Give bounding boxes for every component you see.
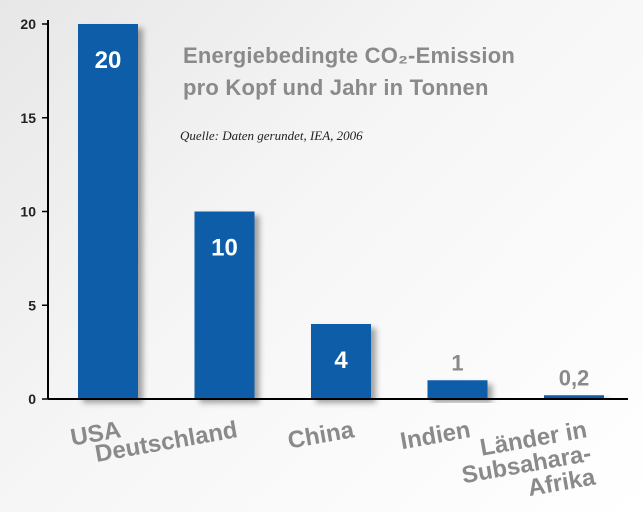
y-tick-label: 15 <box>20 110 36 126</box>
x-category-label: Länder inSubsahara-Afrika <box>456 416 598 512</box>
x-category-label: China <box>286 416 357 454</box>
bar <box>78 24 138 399</box>
y-tick-label: 20 <box>20 16 36 32</box>
bar-value-label: 10 <box>211 235 238 262</box>
x-category-label: Indien <box>398 416 472 455</box>
chart-title-line-2: pro Kopf und Jahr in Tonnen <box>183 75 489 100</box>
bar-value-label: 20 <box>95 47 122 74</box>
bar <box>194 211 255 399</box>
bar <box>427 380 488 399</box>
bar <box>544 395 604 399</box>
bar <box>311 324 371 399</box>
bar-value-label: 4 <box>334 347 348 374</box>
chart-title-line-1: Energiebedingte CO₂-Emission <box>183 43 515 68</box>
chart-source-note: Quelle: Daten gerundet, IEA, 2006 <box>180 128 363 143</box>
y-tick-label: 5 <box>28 297 36 313</box>
bar-value-label: 1 <box>451 350 463 375</box>
bar-value-label: 0,2 <box>559 365 590 390</box>
y-tick-label: 0 <box>28 391 36 407</box>
y-tick-label: 10 <box>20 204 36 220</box>
